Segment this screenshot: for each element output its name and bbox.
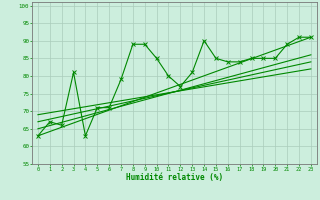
X-axis label: Humidité relative (%): Humidité relative (%) (126, 173, 223, 182)
